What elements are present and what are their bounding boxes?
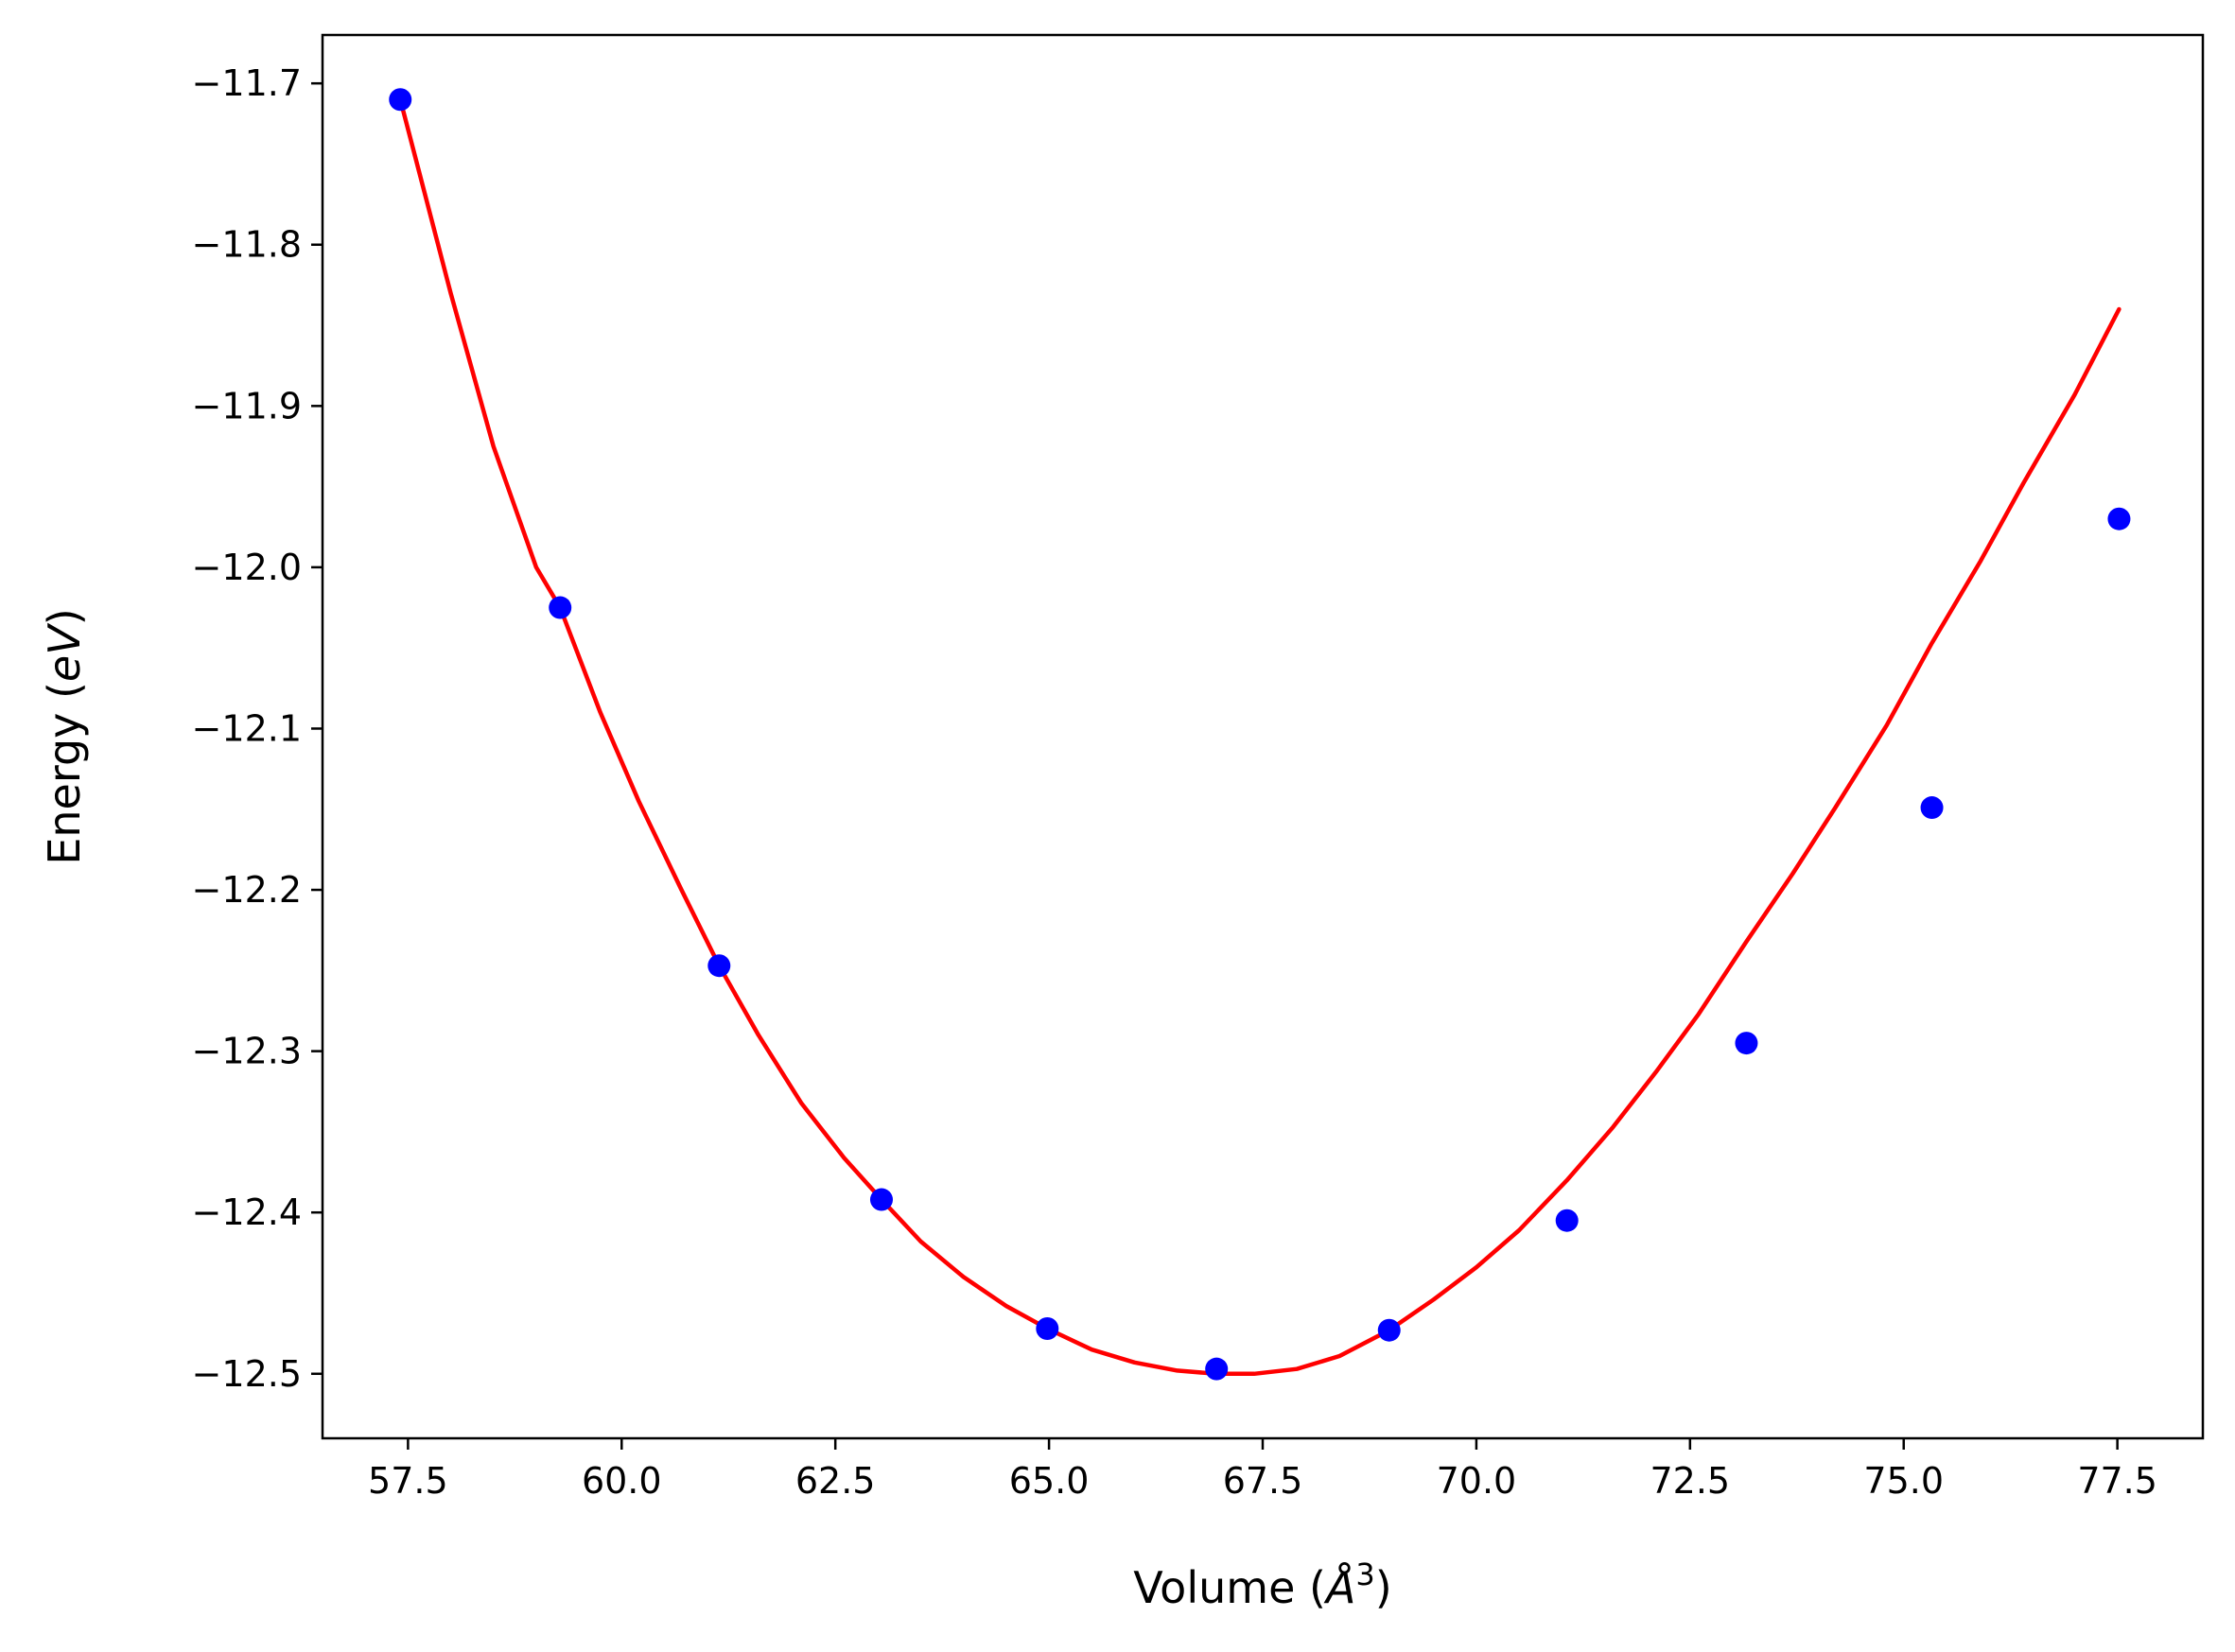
y-tick-label: −12.1 <box>192 707 302 749</box>
data-point <box>549 596 572 619</box>
x-tick-label: 57.5 <box>368 1460 448 1502</box>
data-point <box>869 1188 893 1211</box>
y-tick-label: −12.2 <box>192 869 302 911</box>
y-tick-label: −12.5 <box>192 1353 302 1395</box>
data-point <box>2107 507 2131 530</box>
data-point <box>1920 796 1944 820</box>
data-point <box>1735 1032 1758 1055</box>
y-tick-label: −11.8 <box>192 224 302 266</box>
x-tick-label: 67.5 <box>1223 1460 1303 1502</box>
y-tick-label: −12.3 <box>192 1031 302 1072</box>
x-axis-label: Volume (Å3) <box>1133 1556 1391 1613</box>
x-tick-label: 77.5 <box>2077 1460 2157 1502</box>
x-axis-ticks: 57.5 60.0 62.5 65.0 67.5 70.0 72.5 75.0 77.5 <box>368 1438 2157 1502</box>
y-tick-label: −11.9 <box>192 385 302 426</box>
data-point <box>707 954 731 978</box>
data-point <box>1205 1357 1229 1381</box>
y-tick-label: −12.4 <box>192 1191 302 1233</box>
data-point <box>1377 1318 1401 1342</box>
data-point <box>389 88 412 112</box>
plot-frame <box>321 33 2205 1440</box>
data-point <box>1555 1209 1579 1232</box>
y-axis-ticks: −11.7 −11.8 −11.9 −12.0 −12.1 −12.2 −12.3 −12.4… <box>192 62 323 1395</box>
x-tick-label: 65.0 <box>1009 1460 1090 1502</box>
y-tick-label: −11.7 <box>192 62 302 104</box>
x-tick-label: 62.5 <box>795 1460 876 1502</box>
x-tick-label: 75.0 <box>1863 1460 1944 1502</box>
y-axis-label: Energy (eV) <box>39 608 90 864</box>
x-tick-label: 60.0 <box>582 1460 662 1502</box>
x-tick-label: 70.0 <box>1437 1460 1517 1502</box>
x-tick-label: 72.5 <box>1650 1460 1731 1502</box>
data-point <box>1036 1317 1059 1341</box>
y-tick-label: −12.0 <box>192 547 302 588</box>
plot-area <box>389 88 2131 1381</box>
